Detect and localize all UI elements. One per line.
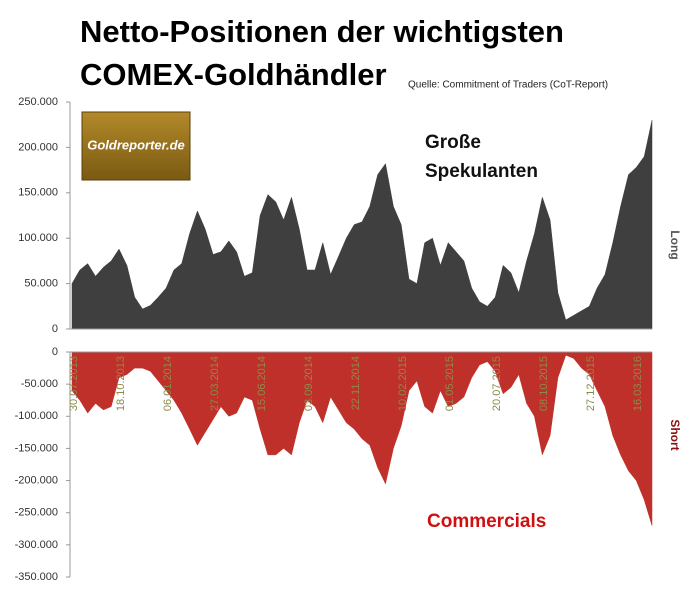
x-tick-label: 20.07.2015	[491, 356, 503, 411]
title-line: COMEX-Goldhändler	[80, 57, 387, 92]
annotation: Commercials	[427, 511, 546, 532]
y-tick-label: -200.000	[15, 474, 58, 486]
annotation: Große	[425, 132, 481, 153]
x-tick-label: 06.01.2014	[162, 356, 174, 411]
y-tick-label: -100.000	[15, 410, 58, 422]
y-tick-label: -300.000	[15, 539, 58, 551]
logo-box	[81, 111, 191, 181]
y-tick-label: 150.000	[18, 187, 58, 199]
area	[71, 120, 653, 330]
logo: Goldreporter.de	[81, 111, 191, 181]
x-tick-label: 08.10.2015	[538, 356, 550, 411]
x-tick-label: 03.09.2014	[303, 356, 315, 411]
y-tick-label: 100.000	[18, 232, 58, 244]
x-tick-label: 22.11.2014	[350, 356, 362, 410]
x-tick-label: 16.03.2016	[632, 356, 644, 411]
logo-text: Goldreporter.de	[87, 137, 185, 152]
y-tick-label: 50.000	[24, 278, 58, 290]
x-tick-label: 10.02.2015	[397, 356, 409, 411]
y-tick-label: -250.000	[15, 507, 58, 519]
y-axis-label: Short	[668, 419, 682, 450]
title-line: Netto-Positionen der wichtigsten	[80, 14, 564, 49]
x-tick-label: 30.07.2013	[68, 356, 80, 411]
y-tick-label: -150.000	[15, 442, 58, 454]
y-tick-label: -350.000	[15, 571, 58, 583]
x-tick-label: 27.12.2015	[585, 356, 597, 411]
x-tick-label: 27.03.2014	[209, 356, 221, 411]
y-tick-label: 0	[52, 346, 58, 358]
y-tick-label: 200.000	[18, 141, 58, 153]
y-tick-label: 250.000	[18, 96, 58, 108]
y-tick-label: -50.000	[21, 378, 58, 390]
y-tick-label: 0	[52, 323, 58, 335]
y-axis-label: Long	[668, 230, 682, 259]
x-tick-label: 15.06.2014	[256, 356, 268, 411]
x-tick-label: 01.05.2015	[444, 356, 456, 411]
source: Quelle: Commitment of Traders (CoT-Repor…	[408, 80, 608, 91]
area	[71, 351, 653, 526]
x-tick-label: 18.10.2013	[115, 356, 127, 411]
annotation: Spekulanten	[425, 161, 538, 182]
